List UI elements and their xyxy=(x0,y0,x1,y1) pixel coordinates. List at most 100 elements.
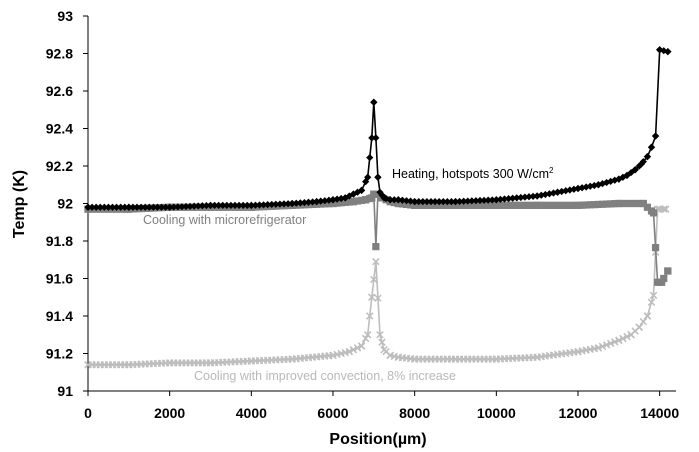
point-heating xyxy=(484,196,492,204)
point-convection xyxy=(615,336,623,345)
point-micro xyxy=(549,201,558,209)
x-tick-label: 6000 xyxy=(317,405,348,421)
point-micro xyxy=(504,201,513,209)
point-heating xyxy=(125,203,133,211)
point-convection xyxy=(366,312,374,320)
point-heating xyxy=(643,153,652,161)
point-heating xyxy=(100,203,108,211)
point-convection xyxy=(125,361,133,369)
point-heating xyxy=(321,197,329,205)
y-tick-label: 92.6 xyxy=(46,83,73,99)
point-heating xyxy=(190,202,198,210)
point-heating xyxy=(517,193,525,202)
point-convection xyxy=(380,346,388,354)
point-heating xyxy=(488,196,496,204)
point-heating xyxy=(594,181,603,189)
point-convection xyxy=(357,342,366,350)
point-heating xyxy=(374,173,382,181)
point-heating xyxy=(386,196,394,204)
annotation-heating-main: Heating, hotspots 300 W/cm xyxy=(392,167,549,181)
point-convection xyxy=(372,257,380,266)
point-micro xyxy=(431,201,439,209)
point-heating xyxy=(153,203,162,211)
point-heating xyxy=(566,186,574,194)
point-heating xyxy=(210,201,219,209)
point-micro xyxy=(370,190,378,198)
point-micro xyxy=(607,200,615,208)
point-micro xyxy=(333,199,341,207)
point-heating xyxy=(398,196,407,204)
point-heating xyxy=(368,134,376,142)
point-heating xyxy=(411,198,419,206)
point-heating xyxy=(133,203,141,211)
point-convection xyxy=(376,331,384,339)
point-heating xyxy=(235,201,243,209)
point-micro xyxy=(368,194,376,202)
x-tick-label: 0 xyxy=(84,405,92,421)
point-heating xyxy=(513,194,521,202)
point-micro xyxy=(435,201,443,209)
point-micro xyxy=(443,201,451,209)
point-micro xyxy=(464,201,472,209)
point-micro xyxy=(639,199,647,208)
point-convection xyxy=(635,323,643,331)
point-heating xyxy=(631,166,639,174)
point-micro xyxy=(423,201,431,209)
point-heating xyxy=(402,197,411,205)
point-convection xyxy=(655,205,664,213)
annotation-convection: Cooling with improved convection, 8% inc… xyxy=(194,369,456,383)
point-heating xyxy=(647,143,656,151)
x-tick-label: 14000 xyxy=(640,405,679,421)
point-heating xyxy=(509,194,517,202)
point-micro xyxy=(654,278,662,286)
point-heating xyxy=(623,171,631,179)
series-line-heating xyxy=(88,48,668,208)
point-heating xyxy=(602,178,611,187)
point-micro xyxy=(590,201,598,209)
point-convection xyxy=(410,355,419,363)
ticks: 0 2000 4000 6000 8000 10000 12000 14000 91 91.2 91… xyxy=(46,8,680,421)
point-micro xyxy=(374,190,382,198)
point-heating xyxy=(529,192,537,200)
point-micro xyxy=(660,274,668,283)
point-heating xyxy=(259,201,268,209)
x-tick-label: 4000 xyxy=(236,405,267,421)
x-axis-title: Position(µm) xyxy=(329,431,426,448)
point-heating xyxy=(137,203,145,211)
point-convection xyxy=(533,353,541,361)
point-micro xyxy=(406,201,415,209)
point-micro xyxy=(658,278,666,286)
point-micro xyxy=(598,200,607,208)
point-micro xyxy=(476,201,484,209)
point-heating xyxy=(251,201,260,209)
point-heating xyxy=(406,197,415,205)
point-micro xyxy=(517,201,525,209)
y-tick-label: 91.6 xyxy=(46,271,73,287)
x-tick-label: 8000 xyxy=(399,405,430,421)
point-heating xyxy=(504,195,513,203)
point-micro xyxy=(402,200,411,209)
point-convection xyxy=(602,341,611,349)
point-micro xyxy=(602,200,611,208)
point-heating xyxy=(157,203,166,211)
point-heating xyxy=(521,193,529,201)
point-heating xyxy=(219,201,227,209)
point-heating xyxy=(427,198,435,206)
point-micro xyxy=(345,198,353,206)
point-micro xyxy=(337,199,345,207)
y-tick-label: 93 xyxy=(57,8,73,24)
point-micro xyxy=(537,201,545,209)
point-convection xyxy=(394,353,403,361)
point-micro xyxy=(619,199,627,208)
point-micro xyxy=(357,196,366,204)
point-heating xyxy=(215,201,223,209)
point-convection xyxy=(206,359,215,367)
point-convection xyxy=(361,334,370,343)
point-heating xyxy=(492,196,500,204)
point-heating xyxy=(394,196,402,204)
point-heating xyxy=(255,201,264,209)
point-heating xyxy=(419,198,427,206)
point-convection xyxy=(662,205,670,213)
point-heating xyxy=(239,201,247,209)
